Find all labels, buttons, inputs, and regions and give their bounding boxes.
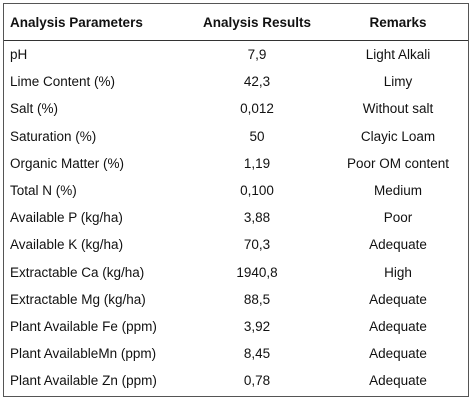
header-analysis-results: Analysis Results	[186, 4, 328, 41]
parameter-cell: Salt (%)	[10, 101, 59, 117]
analysis-table: Analysis Parameters Analysis Results Rem…	[4, 4, 468, 394]
remark-cell: Poor OM content	[346, 155, 450, 171]
parameter-cell: Available P (kg/ha)	[10, 210, 123, 226]
table-row: pH 7,9 Light Alkali	[4, 41, 468, 69]
table-row: Saturation (%) 50 Clayic Loam	[4, 123, 468, 150]
result-cell: 7,9	[247, 47, 267, 63]
result-cell: 0,012	[240, 101, 274, 117]
table-row: Plant Available Zn (ppm) 0,78 Adequate	[4, 367, 468, 394]
table-row: Plant Available Fe (ppm) 3,92 Adequate	[4, 313, 468, 340]
remark-cell: Clayic Loam	[360, 128, 436, 144]
result-cell: 3,92	[243, 318, 271, 334]
remark-cell: Adequate	[369, 318, 427, 334]
result-cell: 50	[249, 128, 265, 144]
table-row: Organic Matter (%) 1,19 Poor OM content	[4, 150, 468, 177]
parameter-cell: Plant Available Zn (ppm)	[10, 373, 157, 389]
remark-cell: Poor	[383, 210, 413, 226]
result-cell: 1940,8	[236, 264, 278, 280]
remark-cell: Adequate	[369, 237, 427, 253]
table-row: Available K (kg/ha) 70,3 Adequate	[4, 231, 468, 258]
result-cell: 88,5	[243, 291, 271, 307]
parameter-cell: Lime Content (%)	[10, 74, 116, 90]
remark-cell: Limy	[383, 74, 413, 90]
header-analysis-parameters: Analysis Parameters	[4, 4, 186, 41]
parameter-cell: Organic Matter (%)	[10, 155, 125, 171]
parameter-cell: pH	[10, 47, 28, 63]
table-row: Total N (%) 0,100 Medium	[4, 177, 468, 204]
parameter-cell: Extractable Mg (kg/ha)	[10, 291, 146, 307]
table-row: Available P (kg/ha) 3,88 Poor	[4, 204, 468, 231]
remark-cell: Light Alkali	[365, 47, 431, 63]
parameter-cell: Total N (%)	[10, 183, 77, 199]
parameter-cell: Plant AvailableMn (ppm)	[10, 346, 157, 362]
header-row: Analysis Parameters Analysis Results Rem…	[4, 4, 468, 41]
result-cell: 42,3	[243, 74, 271, 90]
result-cell: 70,3	[243, 237, 271, 253]
parameter-cell: Available K (kg/ha)	[10, 237, 124, 253]
remark-cell: Medium	[373, 183, 422, 199]
result-cell: 3,88	[243, 210, 271, 226]
table-row: Salt (%) 0,012 Without salt	[4, 95, 468, 122]
table-row: Lime Content (%) 42,3 Limy	[4, 68, 468, 95]
remark-cell: Adequate	[369, 373, 427, 389]
remark-cell: Adequate	[369, 346, 427, 362]
table-body: pH 7,9 Light Alkali Lime Content (%) 42,3 Lim…	[4, 41, 468, 395]
table-row: Extractable Ca (kg/ha) 1940,8 High	[4, 259, 468, 286]
result-cell: 8,45	[243, 346, 271, 362]
remark-cell: Adequate	[369, 291, 427, 307]
result-cell: 1,19	[243, 155, 271, 171]
parameter-cell: Extractable Ca (kg/ha)	[10, 264, 145, 280]
parameter-cell: Saturation (%)	[10, 128, 97, 144]
remark-cell: Without salt	[362, 101, 434, 117]
result-cell: 0,100	[240, 183, 274, 199]
table-row: Plant AvailableMn (ppm) 8,45 Adequate	[4, 340, 468, 367]
remark-cell: High	[384, 264, 412, 280]
header-remarks: Remarks	[328, 4, 468, 41]
table-row: Extractable Mg (kg/ha) 88,5 Adequate	[4, 286, 468, 313]
result-cell: 0,78	[243, 373, 271, 389]
soil-analysis-table: Analysis Parameters Analysis Results Rem…	[3, 3, 469, 397]
parameter-cell: Plant Available Fe (ppm)	[10, 318, 157, 334]
